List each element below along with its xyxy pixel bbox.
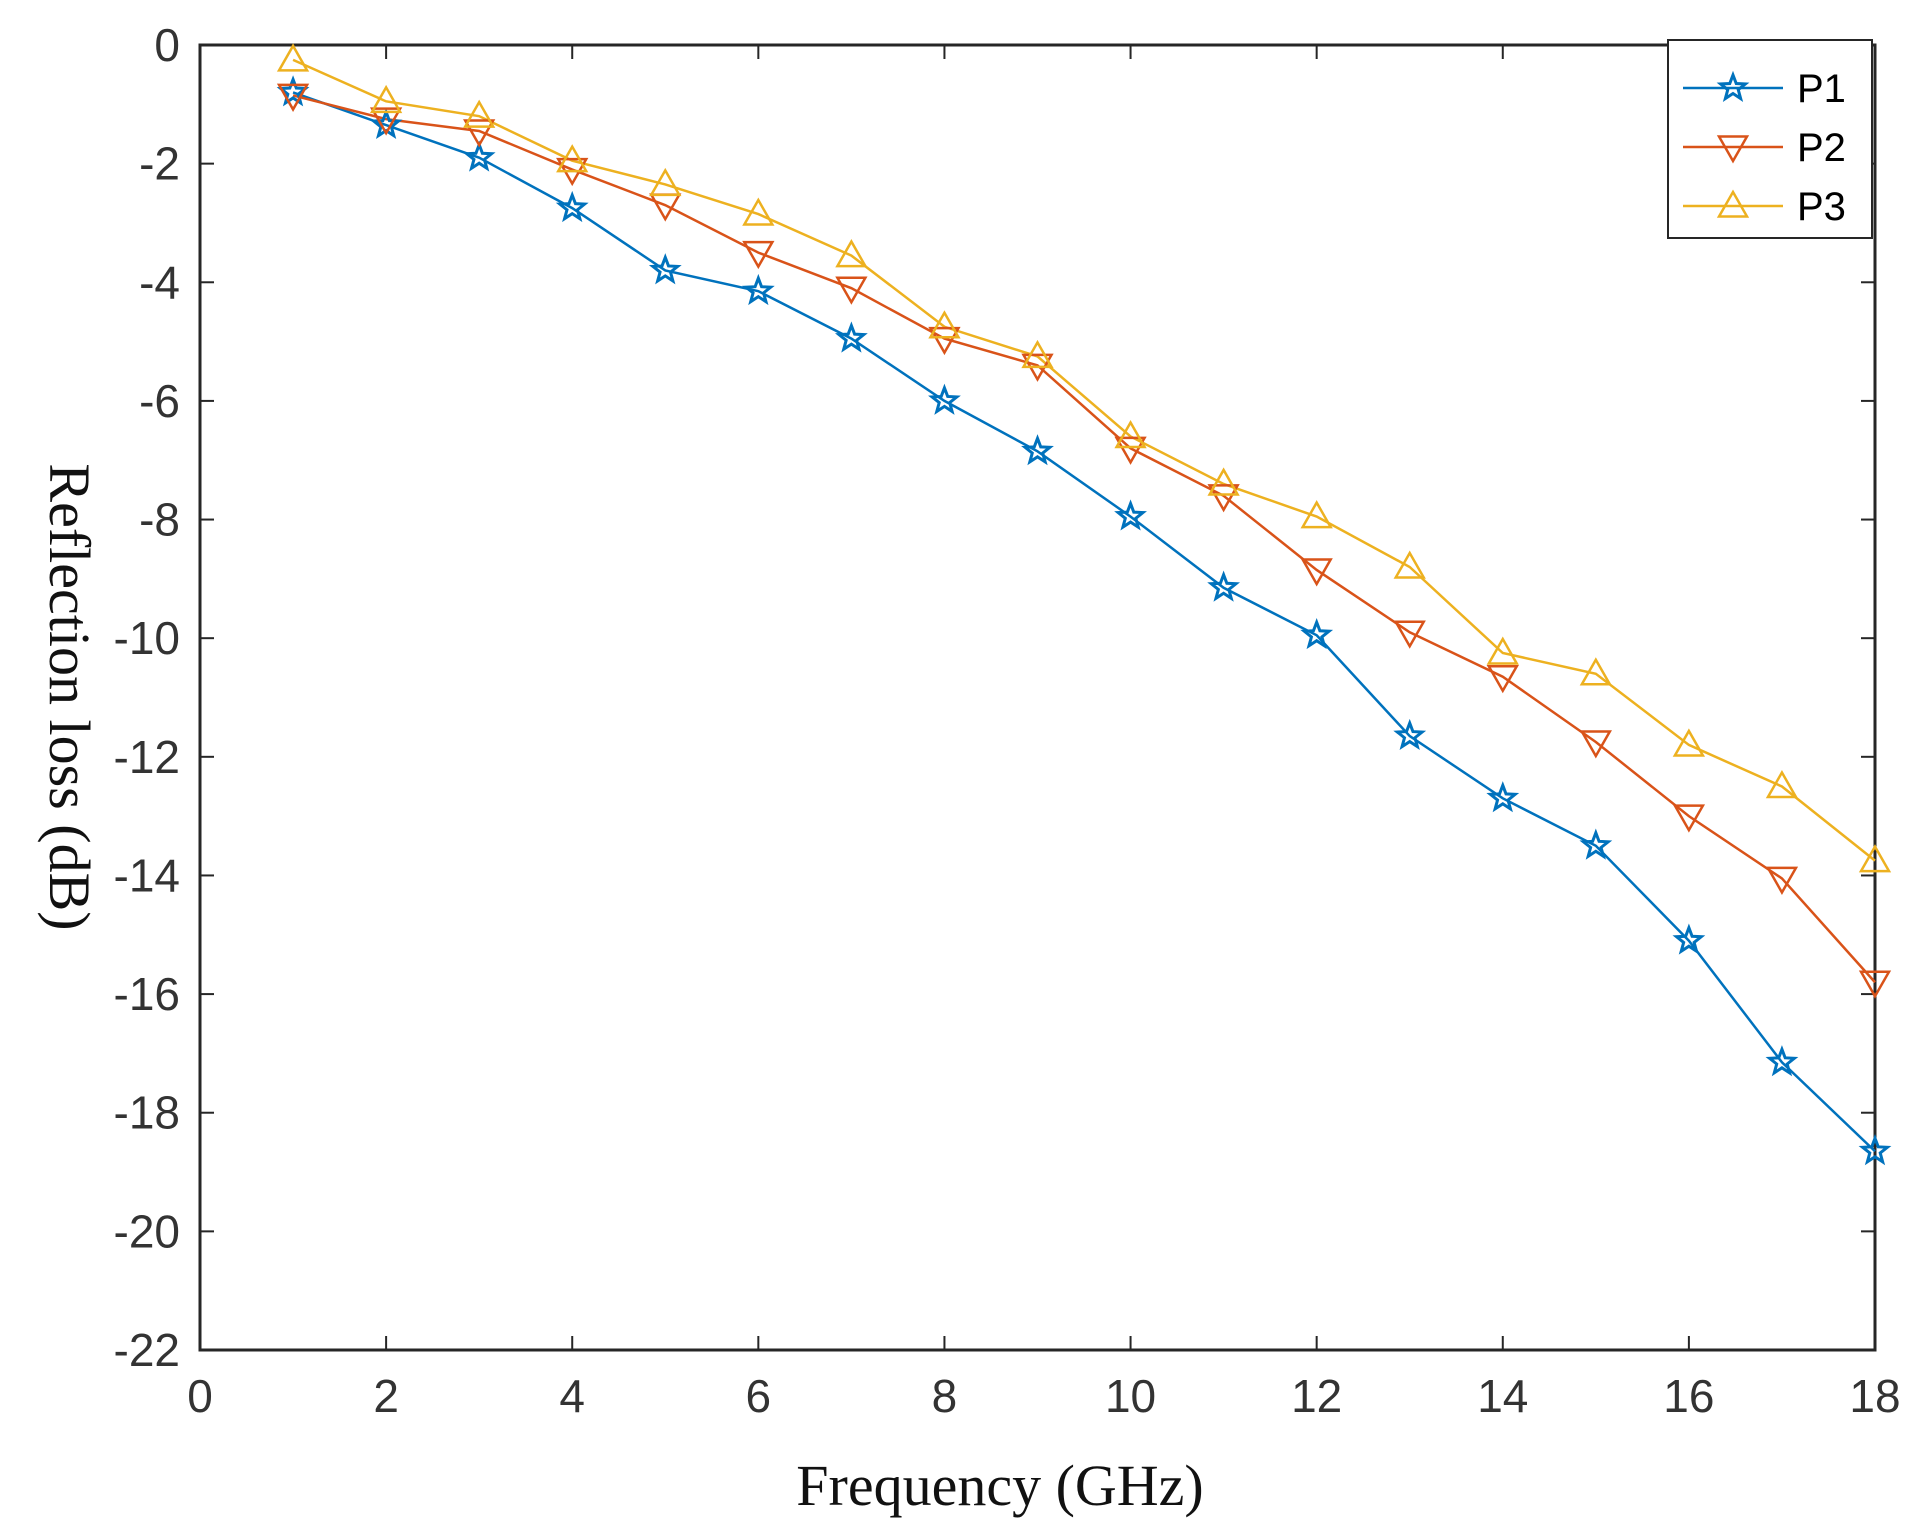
x-tick-label: 8: [932, 1370, 958, 1422]
data-point-p1: [1765, 1045, 1799, 1077]
y-tick-label: -18: [114, 1087, 180, 1139]
y-tick-labels: 0 -2 -4 -6 -8 -10 -12 -14 -16 -18 -20 -22: [114, 19, 180, 1376]
data-point-p1: [928, 383, 961, 415]
x-tick-label: 0: [187, 1370, 213, 1422]
x-tick-label: 4: [559, 1370, 585, 1422]
data-point-p3: [649, 167, 682, 197]
y-tick-label: -16: [114, 968, 180, 1020]
legend-label-p2: P2: [1797, 126, 1846, 170]
x-tick-labels: 0 2 4 6 8 10 12 14 16 18: [187, 1370, 1900, 1422]
data-point-p3: [1114, 419, 1147, 449]
x-tick-label: 10: [1105, 1370, 1156, 1422]
legend-marker-p3: [1716, 189, 1750, 218]
data-point-p2: [742, 240, 775, 270]
data-point-p3: [276, 43, 310, 72]
legend-marker-p2: [1716, 135, 1750, 164]
data-point-p2: [369, 107, 403, 136]
series-lines: [292, 58, 1876, 1153]
data-point-p1: [555, 190, 589, 223]
data-point-p2: [1579, 730, 1612, 759]
x-tick-label: 16: [1663, 1370, 1714, 1422]
data-point-p3: [1672, 728, 1706, 757]
data-point-p2: [1207, 484, 1240, 513]
x-tick-label: 6: [746, 1370, 772, 1422]
y-tick-label: 0: [154, 19, 180, 71]
data-point-p1: [1300, 617, 1334, 650]
y-axis-title: Reflection loss (dB): [37, 463, 102, 930]
y-tick-label: -6: [139, 375, 180, 427]
legend-label-p3: P3: [1797, 185, 1846, 229]
data-point-p2: [928, 326, 961, 356]
data-point-p3: [556, 144, 589, 173]
data-point-p3: [1858, 844, 1892, 873]
data-point-p3: [1579, 657, 1612, 686]
x-tick-label: 18: [1849, 1370, 1900, 1422]
data-point-p1: [1207, 570, 1241, 602]
data-point-p2: [1672, 804, 1706, 833]
tick-marks: [199, 44, 1876, 1351]
legend-label-p1: P1: [1797, 67, 1846, 111]
data-point-p2: [1858, 970, 1892, 999]
data-point-p3: [369, 84, 403, 114]
y-tick-label: -14: [114, 849, 180, 901]
data-point-p3: [835, 239, 868, 268]
data-point-p1: [1114, 499, 1147, 531]
data-point-p2: [276, 83, 310, 112]
data-point-p2: [463, 119, 496, 148]
y-tick-label: -4: [139, 256, 180, 308]
data-point-p1: [648, 253, 682, 285]
series-line-p3: [292, 58, 1876, 862]
y-tick-label: -10: [114, 612, 180, 664]
data-point-p1: [741, 273, 775, 306]
data-point-p1: [276, 75, 310, 107]
data-point-p3: [928, 310, 961, 339]
legend-marker-p1: [1716, 70, 1750, 102]
x-axis-title: Frequency (GHz): [796, 1453, 1203, 1518]
data-point-p3: [1300, 500, 1333, 529]
data-point-p1: [369, 107, 403, 140]
y-tick-label: -8: [139, 494, 180, 546]
data-point-p1: [1579, 828, 1613, 860]
y-tick-label: -22: [114, 1324, 180, 1376]
data-point-p2: [1114, 436, 1147, 465]
data-point-p1: [834, 321, 868, 353]
legend: P1 P2 P3: [1667, 39, 1873, 239]
data-point-p1: [1393, 718, 1427, 750]
data-point-p3: [1021, 339, 1054, 369]
data-point-p1: [1672, 923, 1706, 955]
data-point-p1: [1021, 434, 1054, 466]
data-point-p2: [1486, 664, 1519, 694]
data-point-p3: [1765, 769, 1799, 799]
data-point-p2: [1393, 620, 1426, 649]
data-point-p2: [1300, 558, 1333, 587]
x-tick-label: 12: [1291, 1370, 1342, 1422]
data-point-p1: [1486, 781, 1520, 813]
x-tick-label: 14: [1477, 1370, 1528, 1422]
data-point-p3: [1393, 550, 1426, 579]
y-tick-label: -2: [139, 138, 180, 190]
series-markers: [276, 43, 1892, 1166]
data-point-p1: [462, 140, 496, 172]
y-tick-label: -20: [114, 1205, 180, 1257]
series-line-p1: [292, 91, 1876, 1153]
x-tick-label: 2: [373, 1370, 399, 1422]
legend-items: P1 P2 P3: [1683, 67, 1846, 229]
data-point-p2: [835, 276, 868, 305]
series-line-p2: [292, 94, 1876, 984]
data-point-p3: [463, 99, 496, 128]
data-point-p3: [1207, 467, 1240, 496]
data-point-p1: [1858, 1134, 1892, 1166]
plot-area: [198, 43, 1877, 1352]
data-point-p2: [1765, 866, 1799, 895]
y-tick-label: -12: [114, 731, 180, 783]
data-point-p3: [742, 197, 775, 226]
data-point-p3: [1486, 636, 1519, 665]
